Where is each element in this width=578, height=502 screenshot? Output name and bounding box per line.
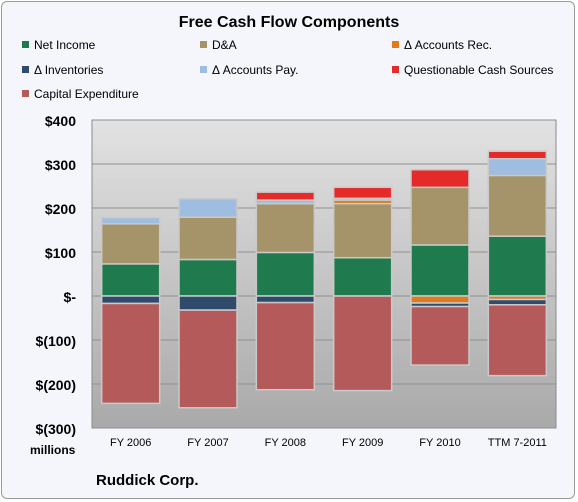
x-tick-label: TTM 7-2011 <box>488 437 547 449</box>
legend-label: D&A <box>212 38 237 52</box>
bar-segment <box>332 186 393 200</box>
bars <box>100 150 548 409</box>
units-label: millions <box>30 443 76 457</box>
legend-label: Δ Inventories <box>34 63 104 77</box>
legend: Net Income D&A Δ Accounts Rec. Δ Invento… <box>22 38 572 106</box>
bar-segment <box>100 302 161 405</box>
legend-item-questionable: Questionable Cash Sources <box>392 63 553 77</box>
bar-segment <box>178 309 238 409</box>
legend-label: Δ Accounts Rec. <box>404 38 493 52</box>
bar-segment <box>255 191 316 201</box>
bar-segment <box>487 304 548 377</box>
bar-segment <box>100 216 161 225</box>
x-tick-label: FY 2009 <box>342 437 383 449</box>
y-tick-label: $200 <box>45 201 76 217</box>
bar-segment <box>100 223 161 265</box>
bar-segment <box>178 216 238 261</box>
legend-swatch <box>392 41 399 48</box>
plot-area <box>91 119 557 429</box>
legend-label: Net Income <box>34 38 96 52</box>
y-tick-label: $- <box>64 289 77 305</box>
x-tick-label: FY 2008 <box>265 437 306 449</box>
legend-swatch <box>200 41 207 48</box>
x-tick-label: FY 2010 <box>419 437 460 449</box>
y-tick-label: $100 <box>45 245 76 261</box>
bar-segment <box>178 198 238 218</box>
bar-segment <box>178 258 238 297</box>
bar-segment <box>178 295 238 311</box>
bar-segment <box>255 301 316 391</box>
legend-swatch <box>200 66 207 73</box>
bar-segment <box>410 295 470 304</box>
x-tick-label: FY 2006 <box>110 437 151 449</box>
legend-item-accounts-pay: Δ Accounts Pay. <box>200 63 299 77</box>
chart-title: Free Cash Flow Components <box>178 14 400 31</box>
bar-segment <box>255 251 316 297</box>
bar-segment <box>100 263 161 297</box>
legend-label: Δ Accounts Pay. <box>212 63 299 77</box>
legend-swatch <box>22 66 29 73</box>
bar-segment <box>487 298 548 306</box>
bar-segment <box>410 186 470 246</box>
legend-item-capex: Capital Expenditure <box>22 87 139 101</box>
bar-segment <box>410 244 470 297</box>
y-tick-label: $(300) <box>36 421 76 437</box>
bar-segment <box>332 295 393 392</box>
company-name: Ruddick Corp. <box>96 472 199 489</box>
grid <box>92 119 556 429</box>
bar-segment <box>100 295 161 305</box>
x-tick-label: FY 2007 <box>187 437 228 449</box>
bar-segment <box>487 157 548 177</box>
legend-item-inventories: Δ Inventories <box>22 63 103 77</box>
y-tick-label: $(100) <box>36 333 76 349</box>
bar-segment <box>332 202 393 259</box>
bar-segment <box>410 168 470 189</box>
legend-label: Questionable Cash Sources <box>404 63 554 77</box>
y-tick-label: $400 <box>45 113 76 129</box>
bar-segment <box>255 202 316 254</box>
bar-segment <box>487 235 548 297</box>
y-tick-label: $(200) <box>36 377 76 393</box>
legend-item-accounts-rec: Δ Accounts Rec. <box>392 38 492 52</box>
legend-label: Capital Expenditure <box>34 87 139 101</box>
plot-background <box>91 119 557 429</box>
bar-segment <box>332 256 393 297</box>
bar-segment <box>410 305 470 366</box>
legend-swatch <box>22 41 29 48</box>
legend-item-net-income: Net Income <box>22 38 95 52</box>
legend-swatch <box>392 66 399 73</box>
bar-segment <box>487 174 548 237</box>
y-tick-label: $300 <box>45 157 76 173</box>
bar-segment <box>255 295 316 304</box>
ticks: $400 $300 $200 $100 $- $(100) $(200) $(300) FY 2… <box>36 113 547 449</box>
legend-swatch <box>22 90 29 97</box>
legend-item-da: D&A <box>200 38 237 52</box>
bar-segment <box>487 150 548 160</box>
